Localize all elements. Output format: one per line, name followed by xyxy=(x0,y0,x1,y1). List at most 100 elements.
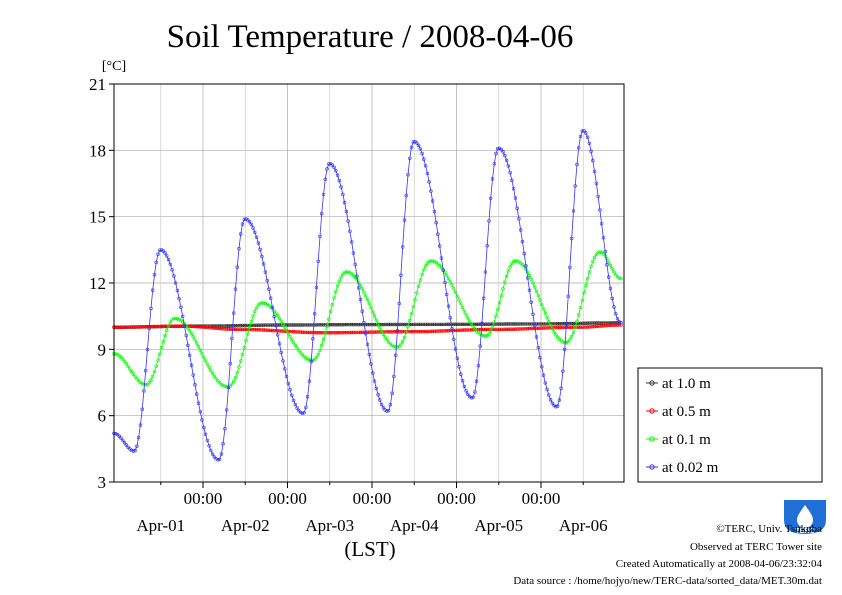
data-point xyxy=(149,378,153,382)
data-point xyxy=(253,323,257,327)
data-point xyxy=(409,322,414,327)
y-tick-label: 9 xyxy=(98,340,107,359)
data-point xyxy=(140,325,144,329)
data-point xyxy=(591,158,595,163)
data-point xyxy=(467,328,472,332)
data-point xyxy=(242,323,247,328)
data-point xyxy=(617,276,621,280)
data-point xyxy=(453,290,458,295)
data-point xyxy=(401,330,405,334)
data-point xyxy=(311,337,315,341)
data-point xyxy=(427,322,431,327)
data-point xyxy=(342,270,347,275)
x-tick-label: 00:00 xyxy=(184,489,223,508)
data-point xyxy=(344,209,349,214)
logo-text: TERC xyxy=(795,528,814,535)
data-point xyxy=(286,323,290,327)
data-point xyxy=(555,404,560,408)
data-point xyxy=(232,324,236,328)
data-point xyxy=(408,156,412,161)
data-point xyxy=(608,263,613,267)
data-point xyxy=(237,365,241,369)
data-point xyxy=(341,192,345,197)
data-point xyxy=(532,324,537,328)
data-point xyxy=(399,342,403,347)
data-point xyxy=(543,311,547,315)
data-point xyxy=(279,350,283,355)
data-point xyxy=(119,355,123,359)
data-point xyxy=(265,278,269,283)
data-point xyxy=(381,322,385,327)
data-point xyxy=(293,330,297,334)
data-point xyxy=(136,325,141,329)
data-point xyxy=(300,353,305,357)
data-point xyxy=(325,167,329,171)
data-point xyxy=(295,330,299,334)
data-point xyxy=(460,305,465,310)
data-point xyxy=(471,328,475,332)
data-point xyxy=(541,307,546,311)
data-point xyxy=(335,284,340,288)
data-point xyxy=(337,279,341,283)
data-point xyxy=(402,322,407,327)
data-point xyxy=(357,280,361,285)
data-point xyxy=(529,277,533,281)
data-point xyxy=(457,322,461,326)
y-tick-label: 15 xyxy=(89,208,106,227)
data-point xyxy=(450,322,454,326)
data-point xyxy=(499,294,503,298)
data-point xyxy=(401,339,405,343)
data-point xyxy=(205,325,210,330)
data-point xyxy=(126,364,130,368)
data-point xyxy=(202,325,206,329)
date-label: Apr-03 xyxy=(305,516,354,535)
data-point xyxy=(300,330,305,334)
data-point xyxy=(462,322,466,326)
data-point xyxy=(464,312,468,317)
data-point xyxy=(562,347,567,352)
data-point xyxy=(587,321,591,325)
data-point xyxy=(193,338,197,342)
data-point xyxy=(367,302,371,306)
data-point xyxy=(496,322,500,326)
data-point xyxy=(293,343,297,348)
data-point xyxy=(376,330,380,334)
data-point xyxy=(239,323,243,328)
data-point xyxy=(531,326,535,331)
data-point xyxy=(554,333,558,337)
data-point xyxy=(330,323,334,327)
data-point xyxy=(228,324,232,328)
data-point xyxy=(188,329,192,333)
data-point xyxy=(592,255,597,260)
legend-label: at 0.5 m xyxy=(662,404,711,420)
data-point xyxy=(545,326,549,330)
data-point xyxy=(328,323,333,327)
data-point xyxy=(402,335,407,339)
data-point xyxy=(445,273,449,277)
data-point xyxy=(307,330,312,335)
data-point xyxy=(342,200,347,205)
data-point xyxy=(422,268,426,272)
data-point xyxy=(578,321,583,325)
logo-drop-icon xyxy=(797,505,813,528)
data-point xyxy=(510,322,514,326)
data-point xyxy=(332,296,336,300)
data-point xyxy=(392,374,396,379)
data-point xyxy=(596,250,600,255)
data-point xyxy=(235,323,239,328)
data-point xyxy=(277,323,282,327)
data-point xyxy=(559,386,563,390)
data-point xyxy=(555,325,560,330)
data-point xyxy=(210,324,215,328)
data-point xyxy=(374,330,378,334)
data-point xyxy=(251,323,255,327)
data-point xyxy=(316,259,320,263)
data-point xyxy=(469,328,474,332)
data-point xyxy=(122,325,127,329)
data-point xyxy=(254,235,259,240)
data-point xyxy=(411,305,415,309)
data-point xyxy=(290,393,294,398)
data-point xyxy=(532,285,537,289)
data-point xyxy=(295,323,299,327)
data-point xyxy=(355,274,359,278)
